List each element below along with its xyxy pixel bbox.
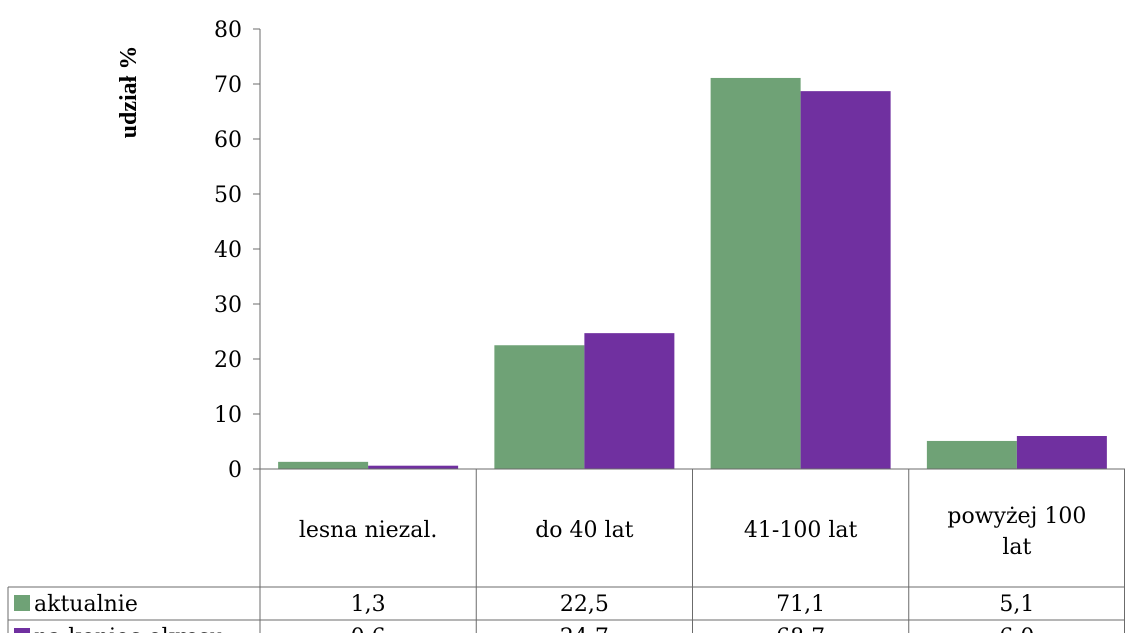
x-tick-label: powyżej 100 lat xyxy=(947,504,1086,560)
data-label: 1,3 xyxy=(351,592,386,617)
data-label: 68,7 xyxy=(776,625,825,633)
bar-na-koniec-okresu xyxy=(1016,436,1107,469)
y-tick-label: 50 xyxy=(214,183,242,208)
y-tick-label: 60 xyxy=(214,128,242,153)
data-label: 22,5 xyxy=(560,592,609,617)
legend-label: aktualnie xyxy=(34,592,138,617)
y-tick-label: 20 xyxy=(214,348,242,373)
y-axis-label: udział % xyxy=(116,46,142,139)
legend-swatch xyxy=(14,628,30,633)
data-label: 6,0 xyxy=(999,625,1034,633)
bar-aktualnie xyxy=(710,77,801,469)
x-tick-label: do 40 lat xyxy=(535,518,633,543)
legend-label: na koniec okresu xyxy=(34,625,224,633)
legend-swatch xyxy=(14,595,30,611)
data-label: 0,6 xyxy=(351,625,386,633)
bar-na-koniec-okresu xyxy=(800,91,891,470)
bar-na-koniec-okresu xyxy=(368,465,459,469)
x-tick-label: 41-100 lat xyxy=(744,518,858,543)
data-label: 71,1 xyxy=(776,592,825,617)
data-label: 5,1 xyxy=(999,592,1034,617)
data-label: 24,7 xyxy=(560,625,609,633)
y-tick-label: 10 xyxy=(214,403,242,428)
bar-aktualnie xyxy=(926,440,1017,469)
y-tick-label: 0 xyxy=(228,458,242,483)
y-tick-label: 70 xyxy=(214,73,242,98)
bar-aktualnie xyxy=(278,461,369,469)
y-tick-label: 30 xyxy=(214,293,242,318)
bar-aktualnie xyxy=(494,345,585,469)
bar-na-koniec-okresu xyxy=(584,333,675,469)
y-tick-label: 40 xyxy=(214,238,242,263)
y-tick-label: 80 xyxy=(214,18,242,43)
x-tick-label: lesna niezal. xyxy=(299,518,438,543)
